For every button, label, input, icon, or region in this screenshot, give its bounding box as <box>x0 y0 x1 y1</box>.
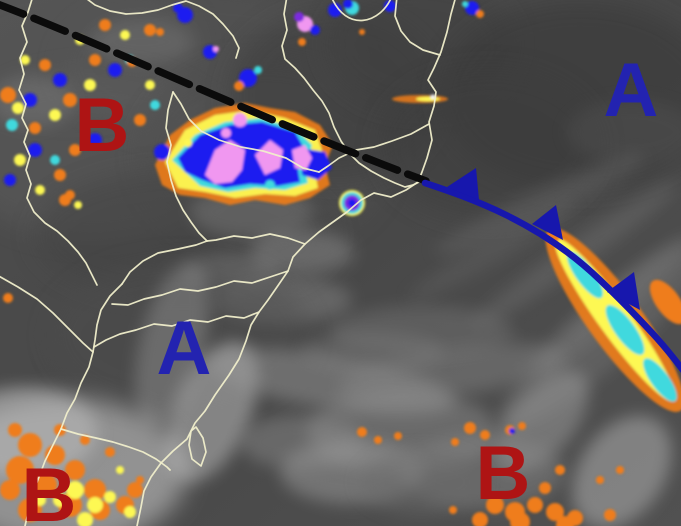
border-far-west <box>18 0 98 286</box>
border-rj <box>318 123 430 173</box>
cold-front-triangle <box>532 205 563 240</box>
border-top-arc <box>86 0 240 59</box>
convection-cells-south <box>357 422 624 526</box>
border-rivers-west <box>0 275 94 526</box>
state-borders <box>0 0 456 526</box>
low-pressure-label: B <box>21 453 77 526</box>
border-pr-west <box>92 283 123 353</box>
convection-cells-northwest <box>0 19 160 303</box>
trough-line <box>0 0 430 185</box>
border-pr-sc <box>111 270 289 306</box>
cold-front-line <box>421 179 681 373</box>
border-goias-arc <box>332 0 391 22</box>
high-pressure-label: A <box>156 306 212 391</box>
cold-front <box>421 168 681 373</box>
cold-front-triangle <box>447 168 479 200</box>
low-pressure-label: B <box>475 431 531 516</box>
high-pressure-label: A <box>603 48 659 133</box>
border-lagoon <box>188 426 207 467</box>
convection-frontal-band <box>545 228 681 412</box>
convection-cell-isolated <box>339 190 365 216</box>
border-sp-ms <box>165 91 208 242</box>
cold-front-triangle <box>607 272 640 310</box>
border-uruguay <box>60 428 171 471</box>
border-sp-mg <box>172 91 320 173</box>
border-mg-west <box>281 0 420 188</box>
border-sp-pr <box>121 233 306 285</box>
low-pressure-label: B <box>74 83 130 168</box>
border-sc-rs <box>93 311 260 348</box>
border-es-mg <box>394 0 441 56</box>
